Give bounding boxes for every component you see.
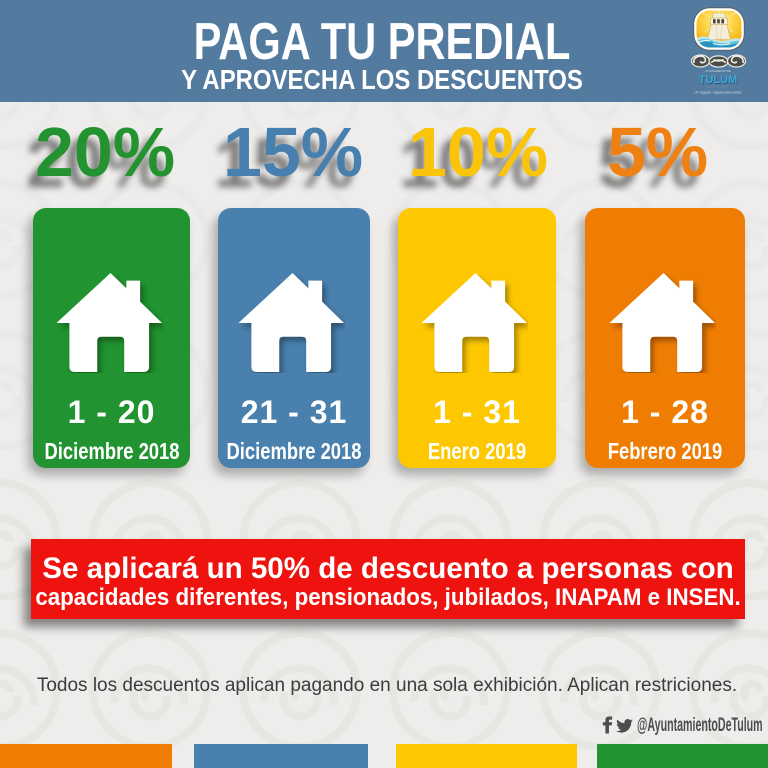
svg-text:TULUM: TULUM xyxy=(700,75,739,87)
svg-text:Un legado, orgullo para todos: Un legado, orgullo para todos xyxy=(694,91,741,95)
svg-text:AYUNTAMIENTO DE: AYUNTAMIENTO DE xyxy=(705,69,731,73)
svg-text:QUINTANA ROO: QUINTANA ROO xyxy=(708,85,728,89)
svg-text:TULUM: TULUM xyxy=(699,74,738,86)
